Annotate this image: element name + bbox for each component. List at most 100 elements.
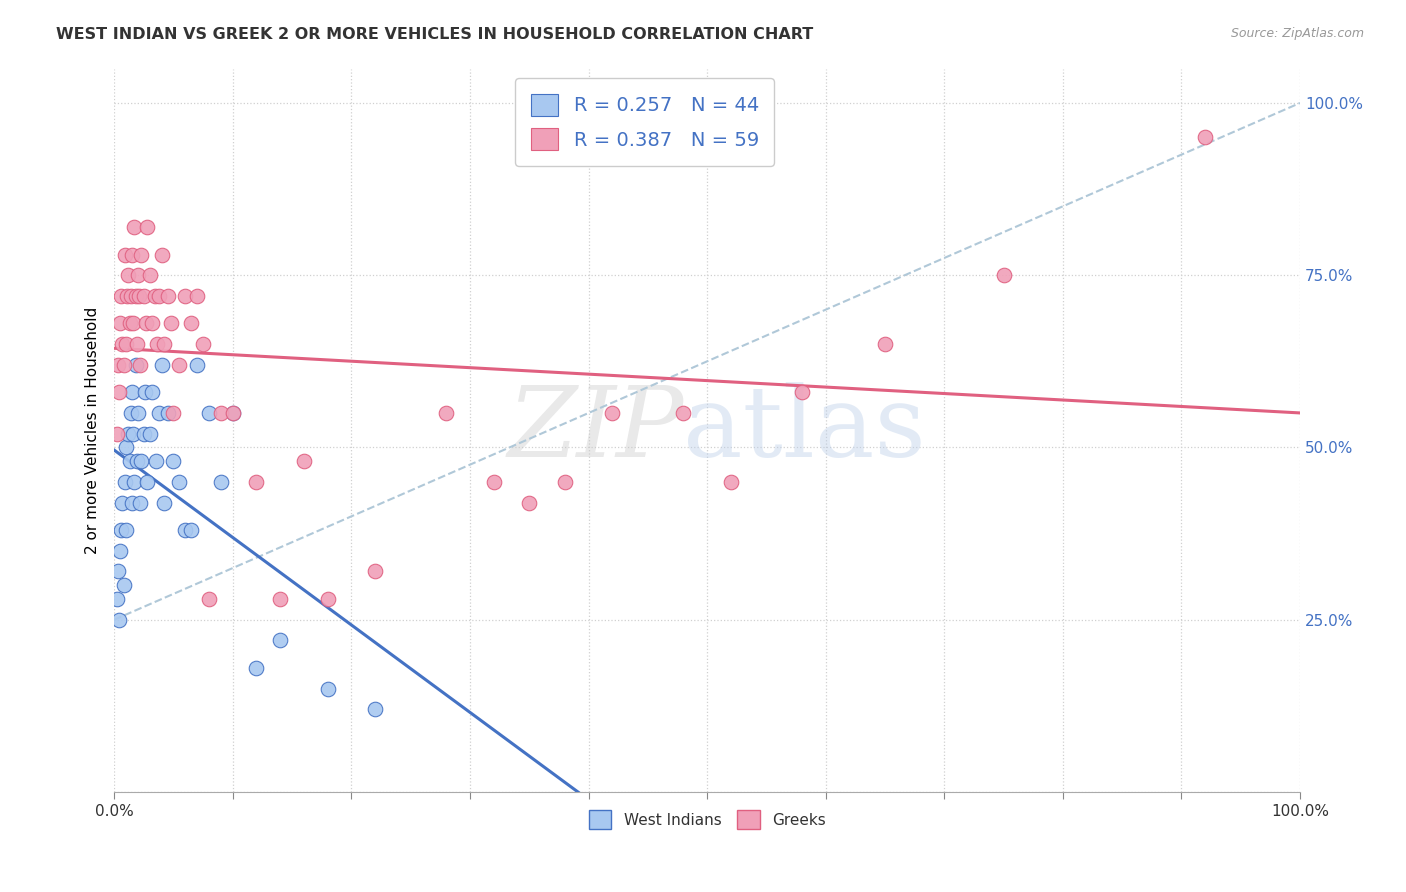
Point [316, 681, 339, 696]
Legend: West Indians, Greeks: West Indians, Greeks [582, 804, 832, 835]
Point [117, 426, 139, 441]
Point [121, 247, 143, 261]
Point [1194, 130, 1216, 145]
Point [139, 268, 162, 283]
Point [127, 268, 149, 283]
Point [186, 289, 208, 303]
Point [125, 454, 148, 468]
Point [134, 385, 156, 400]
Point [150, 358, 173, 372]
Point [143, 289, 166, 303]
Point [110, 289, 132, 303]
Point [108, 385, 131, 400]
Point [198, 592, 221, 607]
Point [136, 475, 159, 489]
Point [245, 475, 267, 489]
Point [127, 406, 149, 420]
Point [125, 337, 148, 351]
Point [136, 219, 159, 234]
Point [269, 633, 291, 648]
Point [434, 406, 457, 420]
Text: atlas: atlas [683, 383, 927, 478]
Point [128, 289, 150, 303]
Point [148, 406, 170, 420]
Point [117, 268, 139, 283]
Point [174, 523, 197, 537]
Point [118, 454, 141, 468]
Point [364, 702, 387, 716]
Point [517, 495, 540, 509]
Point [186, 358, 208, 372]
Point [111, 337, 134, 351]
Point [672, 406, 695, 420]
Point [169, 358, 191, 372]
Point [180, 523, 202, 537]
Y-axis label: 2 or more Vehicles in Household: 2 or more Vehicles in Household [86, 307, 100, 554]
Point [122, 426, 145, 441]
Point [131, 454, 153, 468]
Point [162, 454, 184, 468]
Point [222, 406, 245, 420]
Point [269, 592, 291, 607]
Point [209, 406, 232, 420]
Point [131, 247, 153, 261]
Point [148, 289, 170, 303]
Point [107, 565, 129, 579]
Point [105, 426, 128, 441]
Point [145, 454, 167, 468]
Point [124, 289, 146, 303]
Point [110, 523, 132, 537]
Point [790, 385, 813, 400]
Point [180, 317, 202, 331]
Point [292, 454, 315, 468]
Point [129, 358, 152, 372]
Point [120, 289, 142, 303]
Point [198, 406, 221, 420]
Point [554, 475, 576, 489]
Point [132, 289, 155, 303]
Point [146, 337, 169, 351]
Point [115, 337, 138, 351]
Point [115, 441, 138, 455]
Point [150, 247, 173, 261]
Point [121, 385, 143, 400]
Point [112, 358, 135, 372]
Point [114, 475, 136, 489]
Point [600, 406, 623, 420]
Point [191, 337, 214, 351]
Text: WEST INDIAN VS GREEK 2 OR MORE VEHICLES IN HOUSEHOLD CORRELATION CHART: WEST INDIAN VS GREEK 2 OR MORE VEHICLES … [56, 27, 814, 42]
Point [107, 358, 129, 372]
Point [118, 317, 141, 331]
Point [112, 578, 135, 592]
Point [122, 317, 145, 331]
Point [160, 317, 183, 331]
Point [162, 406, 184, 420]
Point [156, 406, 179, 420]
Point [114, 247, 136, 261]
Point [124, 358, 146, 372]
Point [364, 565, 387, 579]
Text: Source: ZipAtlas.com: Source: ZipAtlas.com [1230, 27, 1364, 40]
Point [141, 385, 163, 400]
Point [245, 661, 267, 675]
Point [129, 495, 152, 509]
Point [720, 475, 742, 489]
Point [120, 406, 142, 420]
Point [156, 289, 179, 303]
Point [482, 475, 505, 489]
Point [111, 495, 134, 509]
Point [105, 592, 128, 607]
Point [135, 317, 157, 331]
Point [115, 523, 138, 537]
Point [108, 544, 131, 558]
Point [222, 406, 245, 420]
Point [141, 317, 163, 331]
Point [316, 592, 339, 607]
Text: ZIP: ZIP [508, 383, 683, 478]
Point [108, 613, 131, 627]
Point [873, 337, 896, 351]
Point [108, 317, 131, 331]
Point [169, 475, 191, 489]
Point [124, 475, 146, 489]
Point [153, 495, 176, 509]
